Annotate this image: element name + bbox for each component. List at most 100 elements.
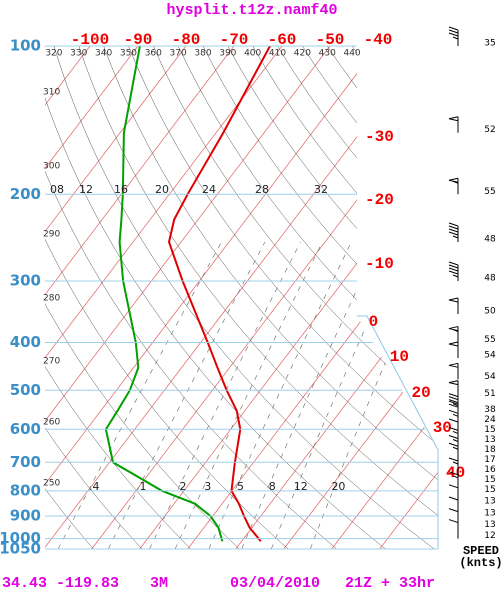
- wind-barb: [448, 326, 459, 343]
- theta-label: 260: [43, 418, 60, 428]
- pressure-tick-label: 600: [10, 420, 41, 438]
- dry-adiabat: [351, 46, 438, 549]
- dry-adiabat: [45, 46, 143, 549]
- wind-barb: [448, 442, 459, 463]
- theta-label: 340: [95, 49, 112, 59]
- temperature-tick-label: 40: [446, 464, 465, 482]
- isotherm: [45, 46, 187, 549]
- dry-adiabat: [45, 46, 94, 549]
- temperature-tick-label: -40: [364, 31, 393, 49]
- theta-label: 380: [194, 49, 211, 59]
- theta-label: 310: [43, 88, 60, 98]
- theta-label: 410: [269, 49, 286, 59]
- theta-label: 370: [170, 49, 187, 59]
- dry-adiabat: [326, 46, 438, 549]
- wind-unit: (knts): [459, 556, 502, 570]
- upper-label: 16: [114, 183, 128, 196]
- wind-speed-label: 24: [484, 415, 496, 425]
- wind-speed-label: 52: [484, 125, 495, 135]
- wind-speed-label: 16: [484, 465, 496, 475]
- dry-adiabat: [252, 46, 438, 549]
- mixing-ratio-label: 20: [331, 480, 345, 493]
- wind-speed-label: 51: [484, 389, 495, 399]
- wind-speed-label: 13: [484, 435, 495, 445]
- wind-speed-label: 55: [484, 187, 495, 197]
- dry-adiabat: [45, 46, 191, 549]
- wind-speed-label: 54: [484, 372, 496, 382]
- pressure-tick-label: 1050: [0, 540, 41, 558]
- theta-label: 440: [343, 49, 360, 59]
- mixing-ratio-line: [208, 241, 352, 549]
- mixing-ratio-line: [149, 241, 301, 549]
- wind-speed-label: 13: [484, 520, 495, 530]
- wind-barb: [448, 177, 459, 195]
- wind-barb: [448, 116, 459, 133]
- wind-label: SPEED: [463, 544, 499, 558]
- footer-time: 21Z + 33hr: [345, 575, 435, 592]
- dry-adiabat: [128, 46, 438, 549]
- wind-barb: [448, 519, 459, 539]
- pressure-tick-label: 300: [10, 272, 41, 290]
- pressure-tick-label: 800: [10, 481, 41, 499]
- wind-speed-label: 15: [484, 485, 495, 495]
- isotherm: [45, 46, 235, 549]
- wind-speed-label: 17: [484, 455, 495, 465]
- mixing-ratio-label: 2: [180, 480, 187, 493]
- isotherm: [91, 46, 438, 549]
- pressure-tick-label: 1000: [0, 529, 41, 547]
- upper-label: 20: [155, 183, 169, 196]
- isotherm: [45, 46, 283, 549]
- temperature-tick-label: -100: [71, 31, 109, 49]
- plot-boundary: [357, 315, 439, 549]
- temperature-tick-label: -10: [365, 255, 394, 273]
- temperature-line: [167, 46, 271, 542]
- wind-speed-label: 15: [484, 475, 495, 485]
- pressure-tick-label: 700: [10, 453, 41, 471]
- isotherm: [45, 46, 331, 549]
- temperature-tick-label: -50: [316, 31, 345, 49]
- dry-adiabat: [177, 46, 438, 549]
- wind-barb: [448, 261, 459, 282]
- wind-speed-label: 35: [484, 39, 495, 49]
- theta-label: 420: [294, 49, 311, 59]
- isotherm: [45, 46, 139, 549]
- grid-layer: [45, 46, 438, 549]
- wind-speed-label: 55: [484, 335, 495, 345]
- dry-adiabat: [202, 46, 438, 549]
- wind-speed-label: 54: [484, 351, 496, 361]
- footer-location: 34.43 -119.83: [2, 575, 119, 592]
- wind-speed-label: 13: [484, 496, 495, 506]
- mixing-ratio-label: .4: [89, 480, 100, 493]
- isotherm: [45, 46, 379, 549]
- footer-elevation: 3M: [150, 575, 168, 592]
- dry-adiabat: [45, 46, 289, 549]
- dry-adiabat: [45, 46, 337, 549]
- theta-label: 250: [43, 479, 60, 489]
- wind-barb: [448, 297, 459, 314]
- wind-barb: [448, 222, 459, 243]
- dry-adiabat: [103, 46, 438, 549]
- wind-barb: [448, 380, 459, 397]
- wind-speed-label: 18: [484, 445, 496, 455]
- isotherm: [139, 46, 438, 549]
- wind-speed-label: 50: [484, 306, 496, 316]
- temperature-tick-label: -90: [124, 31, 153, 49]
- temperature-tick-label: -20: [365, 191, 394, 209]
- footer-date: 03/04/2010: [230, 575, 320, 592]
- upper-label: 08: [50, 183, 64, 196]
- theta-label: 320: [45, 49, 62, 59]
- wind-speed-label: 12: [484, 531, 495, 541]
- mixing-ratio-label: 1: [140, 480, 147, 493]
- mixing-ratio-line: [57, 241, 222, 549]
- temperature-tick-label: -70: [220, 31, 249, 49]
- wind-barb: [448, 508, 459, 528]
- theta-label: 400: [244, 49, 261, 59]
- temperature-tick-label: -30: [365, 128, 394, 146]
- pressure-tick-label: 200: [10, 185, 41, 203]
- wind-barb: [448, 496, 459, 517]
- pressure-tick-label: 900: [10, 507, 41, 525]
- mixing-ratio-line: [174, 241, 323, 549]
- mixing-ratio-label: 8: [269, 480, 276, 493]
